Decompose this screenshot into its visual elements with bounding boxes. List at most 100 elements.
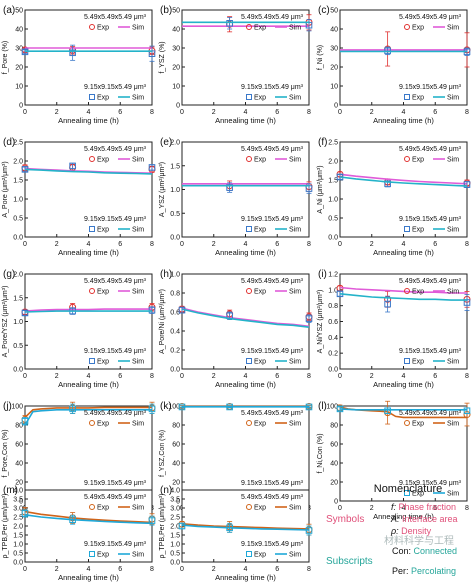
sim-series-line — [24, 406, 152, 418]
x-tick-label: 0 — [338, 373, 342, 380]
y-tick-label: 3.0 — [170, 506, 180, 513]
legend-exp-marker-a — [89, 504, 95, 510]
x-tick-label: 2 — [370, 373, 374, 380]
legend-dims-b: 9.15x9.15x5.49 μm³ — [241, 480, 304, 487]
sim-series-line — [181, 308, 310, 328]
legend-exp-a: Exp — [254, 505, 266, 512]
y-tick-label: 100 — [326, 404, 338, 411]
plot-frame — [181, 141, 310, 238]
y-tick-label: 1.0 — [170, 542, 180, 549]
y-tick-label: 1.0 — [328, 287, 338, 294]
legend-exp-a: Exp — [97, 25, 109, 32]
x-tick-label: 4 — [244, 109, 248, 116]
panel-a: (a) 0 2 4 6 8 0 10 20 30 40 50 Annealing time (h) f_P… — [2, 5, 156, 125]
legend-dims-a: 5.49x5.49x5.49 μm³ — [399, 278, 462, 285]
exp-point-square — [463, 181, 471, 188]
y-axis-label: A_Pore/Ni (μm²/μm³) — [159, 289, 166, 354]
exp-point-square — [69, 162, 76, 170]
legend-dims-a: 5.49x5.49x5.49 μm³ — [84, 146, 147, 153]
legend-exp-a: Exp — [97, 505, 109, 512]
legend-sim-a: Sim — [447, 157, 459, 164]
y-tick-label: 0.0 — [170, 367, 180, 374]
legend-exp-marker-a — [404, 156, 410, 162]
y-axis-label: f_Pore (%) — [2, 41, 9, 74]
x-tick-label: 6 — [118, 566, 122, 573]
y-tick-label: 1.5 — [13, 295, 23, 302]
legend-sim-a: Sim — [132, 157, 144, 164]
y-tick-label: 0.2 — [328, 351, 338, 358]
legend-sim-b: Sim — [447, 359, 459, 366]
sim-series-line — [339, 173, 468, 185]
legend-sim-a: Sim — [447, 289, 459, 296]
x-tick-label: 4 — [402, 241, 406, 248]
exp-point-square — [384, 180, 391, 188]
legend-exp-marker-a — [89, 156, 95, 162]
panel-label: (l) — [318, 401, 327, 412]
x-tick-label: 8 — [465, 109, 469, 116]
sim-series-line — [339, 176, 468, 187]
watermark-text: 材料科学与工程 — [384, 534, 454, 547]
y-tick-label: 2.0 — [13, 524, 23, 531]
x-axis-label: Annealing time (h) — [215, 248, 276, 257]
legend-exp-b: Exp — [97, 227, 109, 234]
plot-frame — [181, 273, 310, 370]
y-tick-label: 4.0 — [170, 488, 180, 495]
legend-sim-a: Sim — [132, 421, 144, 428]
x-tick-label: 8 — [307, 373, 311, 380]
y-tick-label: 4.0 — [13, 488, 23, 495]
legend-dims-b: 9.15x9.15x5.49 μm³ — [399, 480, 462, 487]
y-tick-label: 40 — [330, 27, 338, 34]
y-tick-label: 0.5 — [170, 551, 180, 558]
x-tick-label: 4 — [244, 241, 248, 248]
panel-i: (i) 0 2 4 6 8 0.0 0.2 0.4 0.6 0.8 1.0 1.2 Annealing t… — [317, 269, 471, 389]
y-tick-label: 0.6 — [328, 319, 338, 326]
x-axis-label: Annealing time (h) — [215, 573, 276, 582]
y-tick-label: 30 — [15, 46, 23, 53]
legend-dims-a: 5.49x5.49x5.49 μm³ — [84, 278, 147, 285]
legend-dims-b: 9.15x9.15x5.49 μm³ — [399, 216, 462, 223]
x-tick-label: 2 — [55, 373, 59, 380]
legend-exp-marker-b — [404, 490, 410, 496]
x-tick-label: 6 — [118, 373, 122, 380]
legend-exp-b: Exp — [254, 552, 266, 559]
x-tick-label: 6 — [275, 566, 279, 573]
y-axis-label: f_Ni (%) — [317, 45, 324, 70]
y-tick-label: 20 — [330, 480, 338, 487]
x-tick-label: 0 — [23, 373, 27, 380]
x-tick-label: 6 — [275, 373, 279, 380]
y-tick-label: 1.0 — [328, 197, 338, 204]
x-tick-label: 2 — [55, 241, 59, 248]
y-tick-label: 2.0 — [13, 159, 23, 166]
y-tick-label: 30 — [172, 46, 180, 53]
y-tick-label: 2.5 — [13, 515, 23, 522]
plot-frame — [24, 9, 153, 106]
legend-exp-marker-b — [246, 226, 252, 232]
legend-exp-marker-b — [89, 551, 95, 557]
x-tick-label: 2 — [212, 566, 216, 573]
legend-dims-a: 5.49x5.49x5.49 μm³ — [84, 14, 147, 21]
legend-exp-b: Exp — [412, 491, 424, 498]
sim-series-line — [24, 310, 152, 313]
x-tick-label: 4 — [87, 373, 91, 380]
legend-exp-marker-b — [89, 226, 95, 232]
legend-exp-marker-a — [89, 420, 95, 426]
x-tick-label: 0 — [23, 241, 27, 248]
x-tick-label: 4 — [402, 505, 406, 512]
sym-a: A: Interface area — [390, 514, 458, 524]
x-tick-label: 0 — [180, 241, 184, 248]
legend-exp-b: Exp — [97, 95, 109, 102]
x-tick-label: 4 — [87, 566, 91, 573]
y-axis-label: A_Pore/YSZ (μm²/μm³) — [2, 286, 9, 358]
y-tick-label: 0.0 — [328, 367, 338, 374]
sym-f: f: Phase fraction — [391, 502, 456, 512]
y-tick-label: 0.4 — [170, 329, 180, 336]
legend-exp-a: Exp — [412, 289, 424, 296]
sym-rho: ρ: Density — [390, 526, 432, 536]
y-tick-label: 50 — [15, 8, 23, 15]
exp-point-square — [21, 510, 29, 517]
x-tick-label: 8 — [307, 566, 311, 573]
y-tick-label: 0.5 — [328, 216, 338, 223]
x-tick-label: 2 — [370, 505, 374, 512]
sim-series-line — [24, 308, 152, 312]
y-tick-label: 0.0 — [170, 560, 180, 567]
